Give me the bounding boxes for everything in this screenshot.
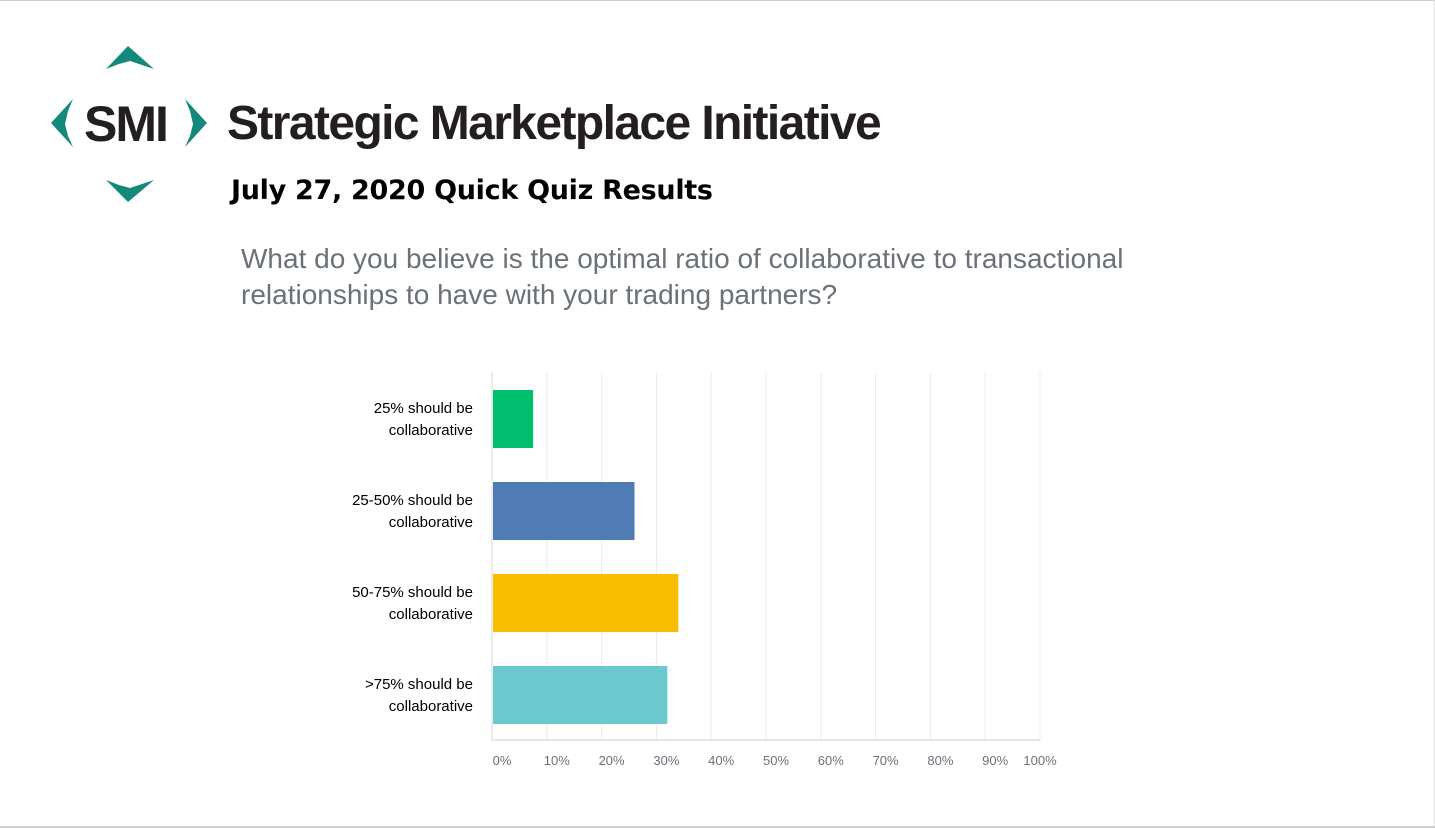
logo-right-arrow <box>185 99 207 147</box>
category-label: 25% should be <box>374 400 473 417</box>
x-tick-label: 30% <box>653 753 679 768</box>
bottom-border <box>0 826 1435 828</box>
logo-up-arrow <box>106 46 154 69</box>
x-tick-label: 0% <box>493 753 512 768</box>
category-label: collaborative <box>389 698 473 715</box>
x-tick-label: 40% <box>708 753 734 768</box>
x-tick-label: 50% <box>763 753 789 768</box>
bar <box>493 666 668 724</box>
category-label: >75% should be <box>365 676 473 693</box>
smi-logo-mark <box>51 46 207 202</box>
logo-wordmark: SMI <box>84 96 169 152</box>
x-tick-label: 20% <box>599 753 625 768</box>
category-label: collaborative <box>389 514 473 531</box>
question-line-2: relationships to have with your trading … <box>241 279 838 310</box>
logo-left-arrow <box>51 99 73 147</box>
organization-name: Strategic Marketplace Initiative <box>227 97 882 150</box>
logo-down-arrow <box>106 180 154 202</box>
category-label: 25-50% should be <box>352 492 473 509</box>
x-tick-label: 60% <box>818 753 844 768</box>
x-tick-label: 80% <box>927 753 953 768</box>
x-tick-label: 90% <box>982 753 1008 768</box>
results-bar-chart: 0% 10% 20% 30% 40% 50% 60% 70% 80% 90% 100% 25% sho… <box>352 372 1057 768</box>
slide-title: July 27, 2020 Quick Quiz Results <box>231 175 713 206</box>
category-label: 50-75% should be <box>352 584 473 601</box>
top-border <box>0 0 1435 1</box>
bar <box>493 482 635 540</box>
x-tick-label: 10% <box>544 753 570 768</box>
bar <box>493 574 679 632</box>
category-label: collaborative <box>389 606 473 623</box>
survey-question: What do you believe is the optimal ratio… <box>241 241 1241 313</box>
x-tick-label: 100% <box>1023 753 1057 768</box>
x-tick-label: 70% <box>873 753 899 768</box>
question-line-1: What do you believe is the optimal ratio… <box>241 243 1124 274</box>
category-label: collaborative <box>389 422 473 439</box>
bar <box>493 390 534 448</box>
